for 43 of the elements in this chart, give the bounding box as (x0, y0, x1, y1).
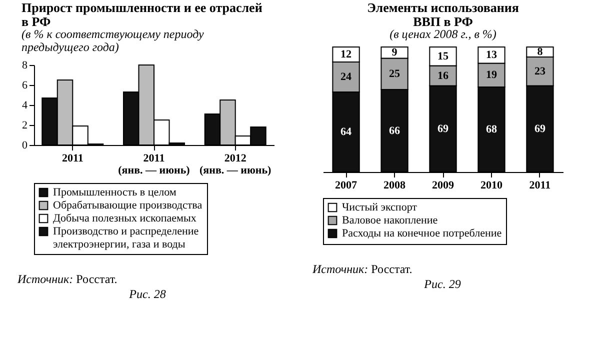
data-label: 16 (438, 70, 449, 82)
chart-title: Прирост промышленности и ее отраслей в РФ (22, 0, 263, 29)
data-label: 19 (486, 69, 498, 82)
y-tick-label: 0 (22, 140, 28, 152)
data-label: 15 (438, 50, 449, 62)
chart-subtitle: (в % к соответствующему периоду предыдущего года) (22, 27, 204, 54)
data-label: 64 (340, 126, 352, 138)
legend-label: Чистый экспорт (342, 202, 418, 214)
text: Рис. 29 (423, 277, 462, 291)
data-label: 23 (534, 65, 546, 78)
x-tick-label: 2009 (432, 180, 454, 192)
text: Источник: Росстат. (18, 272, 118, 286)
y-tick-label: 2 (22, 120, 28, 132)
x-tick-label: 2008 (384, 180, 406, 192)
x-tick-label: 2007 (335, 180, 358, 192)
y-tick-label: 6 (22, 80, 28, 92)
chart-subtitle: (в ценах 2008 г., в %) (390, 27, 496, 41)
legend-label: Валовое накопление (342, 214, 438, 226)
data-label: 69 (438, 122, 449, 135)
legend-label: Промышленность в целом (53, 186, 176, 198)
data-label: 12 (340, 48, 352, 60)
data-label: 66 (389, 124, 401, 137)
x-tick-label: 2011 (62, 152, 84, 164)
x-tick-label: 2011 (529, 180, 551, 192)
data-label: 8 (537, 46, 544, 58)
legend-label: Расходы на конечное потребление (342, 228, 502, 240)
x-tick-label: 2012 (янв. — июнь) (199, 152, 272, 176)
data-label: 69 (534, 122, 546, 135)
data-label: 24 (340, 71, 352, 83)
y-tick-label: 8 (22, 60, 28, 72)
data-label: 9 (392, 46, 398, 59)
data-label: 68 (486, 124, 498, 136)
legend-label: Производство и распределение электроэнергии, газа и воды (53, 226, 199, 250)
data-label: 25 (389, 68, 401, 80)
data-label: 13 (486, 49, 498, 62)
x-tick-label: 2011 (янв. — июнь) (118, 152, 190, 176)
legend-label: Обрабатывающие производства (53, 200, 202, 212)
text: Источник: Росстат. (312, 262, 414, 276)
chart-title: Элементы использования ВВП в РФ (367, 0, 519, 29)
text: Рис. 28 (128, 287, 167, 301)
legend-label: Добыча полезных ископаемых (53, 212, 197, 224)
y-tick-label: 4 (22, 100, 28, 112)
x-tick-label: 2010 (480, 180, 503, 192)
